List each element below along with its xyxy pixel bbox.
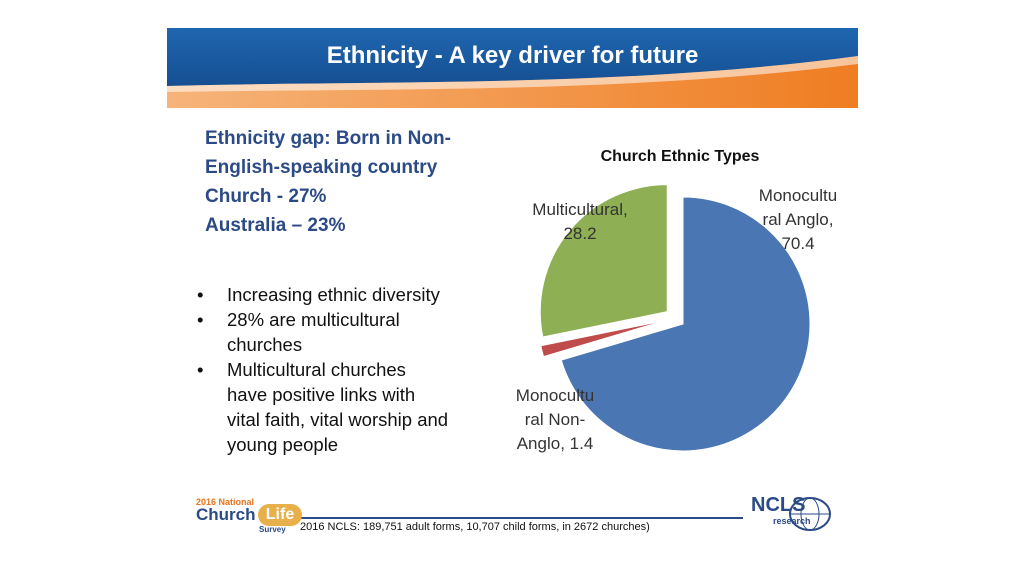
- slice-label-line: ral Non-: [524, 410, 586, 429]
- bullet-dot-icon: •: [197, 359, 204, 380]
- slice-label: Multicultural, 28.2: [510, 198, 650, 246]
- slice-label: Monocultu ral Anglo, 70.4: [728, 184, 868, 256]
- globe-icon: [789, 497, 831, 531]
- gap-line: English-speaking country: [205, 157, 438, 178]
- logo-research: research: [773, 516, 811, 526]
- slice-label-line: Monocultu: [515, 386, 595, 405]
- chart-title: Church Ethnic Types: [600, 148, 760, 165]
- bullet-text: young people: [227, 434, 339, 455]
- ethnicity-gap-text: Ethnicity gap: Born in Non- English-spea…: [205, 124, 505, 240]
- slice-label-line: 28.2: [563, 224, 597, 243]
- slice-label-line: ral Anglo,: [762, 210, 834, 229]
- church-life-survey-logo: 2016 National Church Life Survey: [196, 497, 306, 537]
- bullet-item: • 28% are multicultural churches: [195, 307, 495, 357]
- banner-graphic: [167, 28, 858, 108]
- slice-label-line: Monocultu: [758, 186, 838, 205]
- slice-label-line: Anglo, 1.4: [516, 434, 594, 453]
- bullet-text: churches: [227, 334, 303, 355]
- bullet-text: Multicultural churches: [227, 359, 406, 380]
- pie-svg: [539, 184, 811, 452]
- gap-line: Church - 27%: [205, 186, 327, 207]
- pie-slice: [540, 319, 666, 358]
- footer-rule: [300, 517, 743, 519]
- slide-title: Ethnicity - A key driver for future: [326, 42, 699, 69]
- footnote: 2016 NCLS: 189,751 adult forms, 10,707 c…: [300, 521, 650, 533]
- slice-label: Monocultu ral Non- Anglo, 1.4: [490, 384, 620, 456]
- pie-slice: [539, 184, 668, 338]
- bullet-item: • Increasing ethnic diversity: [195, 282, 495, 307]
- logo-ncls: NCLS: [751, 494, 806, 516]
- pie-slice: [560, 196, 811, 452]
- bullet-text: 28% are multicultural: [227, 309, 400, 330]
- bullet-text: vital faith, vital worship and: [227, 409, 449, 430]
- logo-church: Church: [196, 505, 256, 524]
- bullet-item: • Multicultural churches have positive l…: [195, 357, 495, 457]
- logo-life: Life: [258, 504, 302, 526]
- title-banner: Ethnicity - A key driver for future: [167, 28, 858, 108]
- gap-line: Ethnicity gap: Born in Non-: [205, 128, 451, 149]
- bullet-text: Increasing ethnic diversity: [227, 284, 440, 305]
- slice-label-line: Multicultural,: [532, 200, 628, 219]
- logo-survey: Survey: [259, 525, 286, 534]
- bullet-dot-icon: •: [197, 309, 204, 330]
- slice-label-line: 70.4: [781, 234, 815, 253]
- bullet-dot-icon: •: [197, 284, 204, 305]
- bullet-list: • Increasing ethnic diversity • 28% are …: [195, 282, 495, 457]
- ncls-research-logo: NCLS research: [748, 494, 834, 534]
- logo-year: 2016 National: [196, 497, 255, 507]
- pie-chart: Church Ethnic Types Monocultu ral Anglo, 7…: [480, 140, 860, 480]
- gap-line: Australia – 23%: [205, 215, 346, 236]
- bullet-text: have positive links with: [227, 384, 416, 405]
